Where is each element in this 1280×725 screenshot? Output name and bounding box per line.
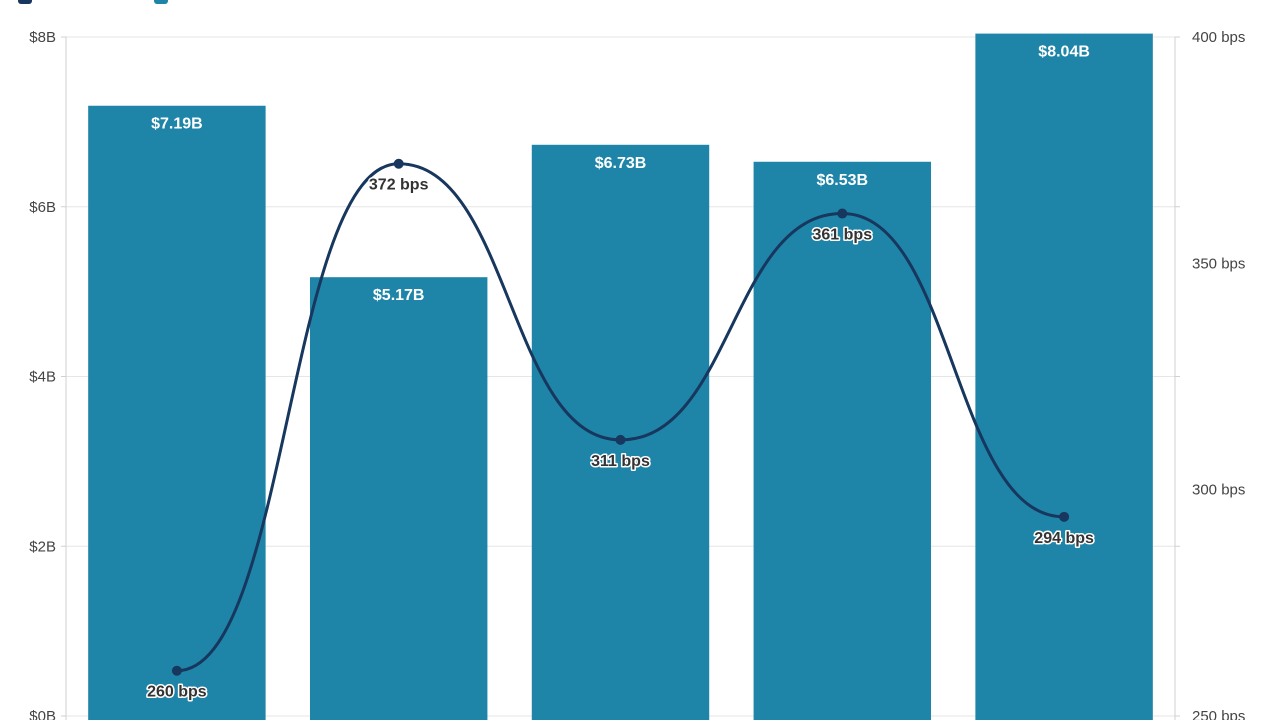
bar — [753, 161, 932, 721]
line-point — [393, 158, 404, 169]
y-left-tick-label: $0B — [29, 708, 56, 720]
bar-data-label: $8.04B — [1038, 44, 1090, 61]
y-right-tick-label: 300 bps — [1192, 482, 1245, 499]
y-right-tick-label: 400 bps — [1192, 29, 1245, 46]
line-point — [171, 665, 182, 676]
line-data-label: 361 bps — [813, 227, 873, 244]
y-left-tick-label: $8B — [29, 29, 56, 46]
bar-data-label: $6.53B — [817, 172, 869, 189]
y-right-tick-label: 250 bps — [1192, 708, 1245, 720]
legend — [18, 0, 168, 4]
y-left-tick-label: $6B — [29, 199, 56, 216]
bar — [531, 144, 710, 720]
bar — [88, 105, 266, 720]
line-point — [1059, 511, 1070, 522]
bar — [975, 33, 1153, 721]
bar — [309, 277, 488, 720]
line-point — [837, 208, 848, 219]
line-series — [171, 158, 1070, 676]
bar-data-labels: $7.19B $5.17B $6.73B $6.53B $8.04B — [151, 44, 1090, 305]
bar-data-label: $7.19B — [151, 116, 203, 133]
line-point — [615, 434, 626, 445]
bar-series — [88, 33, 1153, 721]
line-data-label: 311 bps — [591, 453, 650, 470]
line-path — [176, 162, 1065, 673]
line-data-label: 294 bps — [1034, 530, 1094, 547]
bar-data-label: $6.73B — [595, 155, 647, 172]
y-left-tick-label: $2B — [29, 538, 56, 555]
bar-data-label: $5.17B — [373, 287, 425, 304]
legend-swatch — [154, 0, 168, 4]
line-data-labels: 260 bps 372 bps 311 bps 361 bps 294 bps — [146, 175, 1096, 702]
legend-swatch — [18, 0, 32, 4]
y-left-tick-label: $4B — [29, 369, 56, 386]
line-data-label: 372 bps — [369, 177, 429, 194]
line-data-label: 260 bps — [147, 684, 207, 701]
y-right-tick-label: 350 bps — [1192, 255, 1245, 272]
